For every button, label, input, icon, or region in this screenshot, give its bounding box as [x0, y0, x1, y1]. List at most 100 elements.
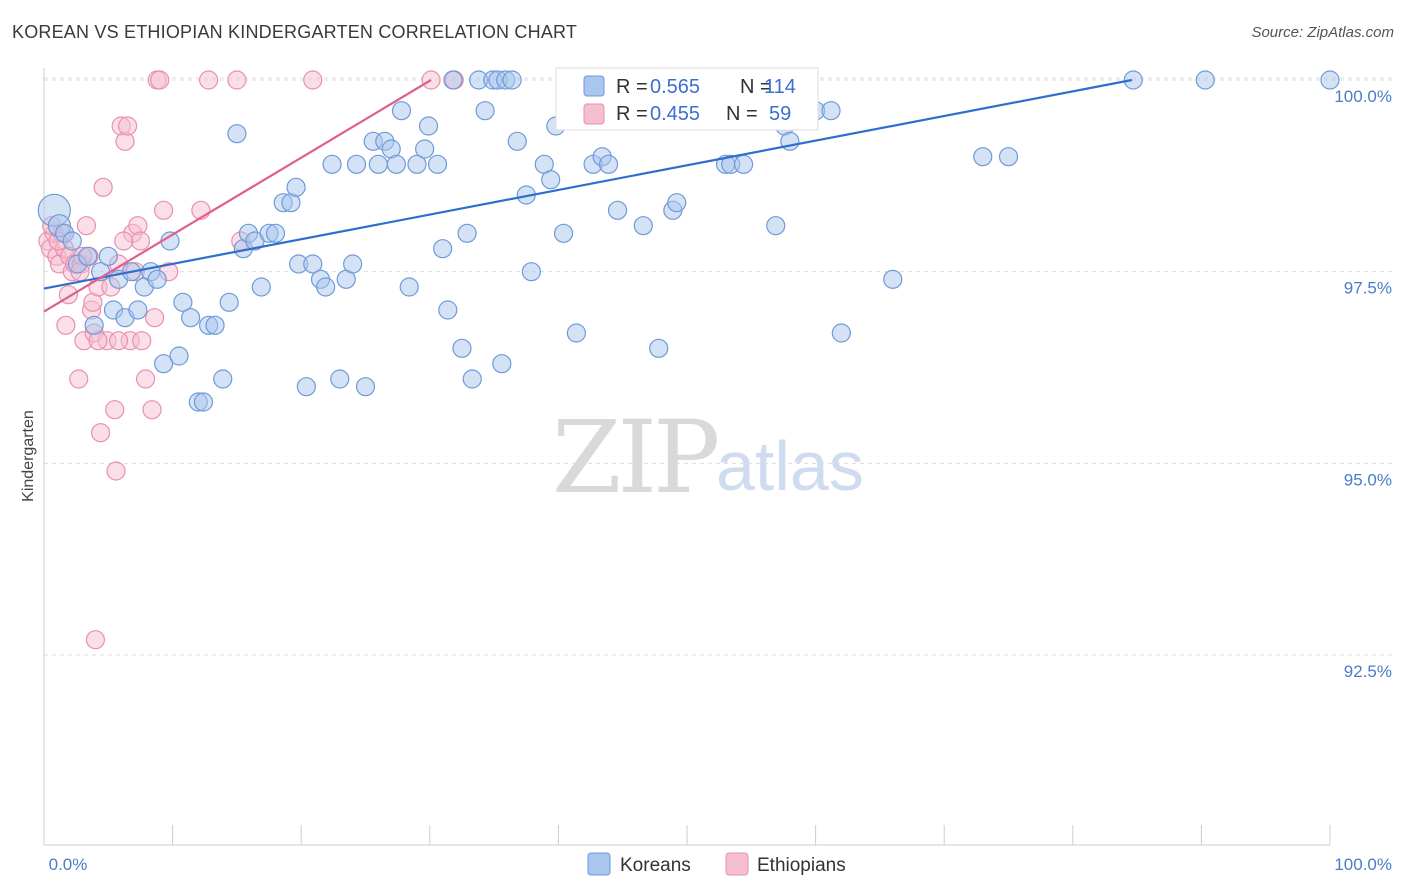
- korean-point: [438, 300, 458, 320]
- ethiopian-point: [114, 231, 134, 251]
- trendlines: [43, 78, 1133, 313]
- korean-point: [181, 308, 201, 328]
- x-tick-label-max: 100.0%: [1334, 855, 1392, 874]
- watermark-zip: ZIP: [552, 399, 717, 516]
- korean-point: [998, 147, 1019, 167]
- watermark-atlas: atlas: [716, 427, 864, 505]
- korean-point: [457, 223, 477, 243]
- legend-ethiopian-n-value: 59: [769, 103, 791, 125]
- korean-point: [973, 147, 993, 167]
- korean-point: [553, 223, 574, 243]
- korean-point: [173, 292, 193, 312]
- x-axis-ticks: [43, 825, 1331, 845]
- korean-point: [541, 170, 561, 190]
- legend-ethiopian-n-label: N =: [726, 103, 758, 125]
- korean-point: [443, 70, 463, 90]
- ethiopian-point: [105, 400, 125, 420]
- legend-korean-r-value: 0.565: [650, 76, 700, 98]
- korean-point: [219, 292, 239, 312]
- korean-point: [78, 246, 98, 266]
- y-axis-label: Kindergarten: [20, 410, 37, 502]
- bottom-legend-swatch-ethiopian: [725, 852, 749, 876]
- stats-legend: R = 0.565 N = 114 R = 0.455 N = 59: [555, 67, 819, 131]
- korean-point: [346, 154, 367, 174]
- ethiopian-point: [132, 331, 152, 351]
- korean-point: [153, 354, 174, 374]
- ethiopian-point: [199, 70, 219, 90]
- korean-point: [407, 154, 427, 174]
- korean-point: [633, 216, 653, 236]
- ethiopian-point: [227, 70, 247, 90]
- korean-point: [303, 254, 323, 274]
- ethiopian-point: [106, 461, 126, 481]
- korean-point: [286, 177, 306, 197]
- korean-point: [296, 377, 316, 397]
- korean-point: [415, 139, 435, 159]
- ethiopian-point: [130, 231, 151, 251]
- korean-point: [492, 354, 512, 374]
- korean-point: [507, 131, 527, 151]
- korean-point: [883, 269, 903, 289]
- korean-point: [227, 124, 247, 144]
- ethiopian-point: [142, 400, 162, 420]
- ethiopian-point: [153, 200, 174, 220]
- legend-korean-n-value: 114: [764, 76, 796, 98]
- ethiopian-point: [90, 423, 111, 443]
- korean-point: [667, 193, 687, 213]
- ethiopian-point: [69, 369, 89, 389]
- korean-point: [205, 315, 225, 335]
- ethiopian-point: [117, 116, 138, 136]
- korean-point: [475, 101, 495, 121]
- korean-point: [386, 154, 406, 174]
- korean-point: [733, 154, 754, 174]
- korean-point: [355, 377, 376, 397]
- legend-swatch-korean: [583, 75, 605, 97]
- y-tick-label: 100.0%: [1334, 87, 1392, 106]
- bottom-legend-korean: Koreans: [620, 855, 691, 876]
- bottom-legend-ethiopian: Ethiopians: [757, 855, 846, 876]
- korean-point: [368, 154, 388, 174]
- korean-point: [1123, 70, 1143, 90]
- ethiopian-trendline: [43, 79, 432, 313]
- ethiopian-point: [135, 369, 156, 389]
- korean-point: [193, 392, 214, 412]
- korean-point: [1320, 70, 1340, 90]
- korean-point: [316, 277, 336, 297]
- y-tick-label: 97.5%: [1344, 279, 1392, 298]
- ethiopian-point: [93, 177, 113, 197]
- legend-ethiopian-r-value: 0.455: [650, 103, 700, 125]
- korean-point: [462, 369, 482, 389]
- korean-point: [213, 369, 233, 389]
- series-legend: Koreans Ethiopians: [587, 852, 846, 876]
- korean-point: [502, 70, 522, 90]
- korean-point: [98, 246, 118, 266]
- korean-point: [265, 223, 286, 243]
- korean-point: [1195, 70, 1215, 90]
- korean-point: [521, 262, 541, 282]
- korean-point: [147, 269, 167, 289]
- korean-point: [433, 239, 453, 259]
- ethiopian-point: [76, 216, 97, 236]
- y-tick-label: 92.5%: [1344, 662, 1392, 681]
- korean-point: [821, 101, 841, 121]
- korean-point: [566, 323, 587, 343]
- legend-ethiopian-r-label: R =: [616, 103, 648, 125]
- x-tick-label-min: 0.0%: [49, 855, 88, 874]
- bottom-legend-swatch-korean: [587, 852, 611, 876]
- korean-points: [37, 70, 1340, 412]
- korean-point: [251, 277, 271, 297]
- korean-trendline: [43, 78, 1133, 290]
- korean-point: [418, 116, 439, 136]
- ethiopian-point: [108, 331, 129, 351]
- korean-point: [391, 101, 412, 121]
- korean-point: [343, 254, 363, 274]
- ethiopian-point: [150, 70, 170, 90]
- korean-point: [649, 338, 669, 358]
- korean-point: [598, 154, 619, 174]
- korean-point: [84, 315, 104, 335]
- ethiopian-point: [56, 315, 76, 335]
- ethiopian-point: [85, 630, 106, 650]
- korean-point: [128, 300, 148, 320]
- source-credit: Source: ZipAtlas.com: [1251, 24, 1394, 41]
